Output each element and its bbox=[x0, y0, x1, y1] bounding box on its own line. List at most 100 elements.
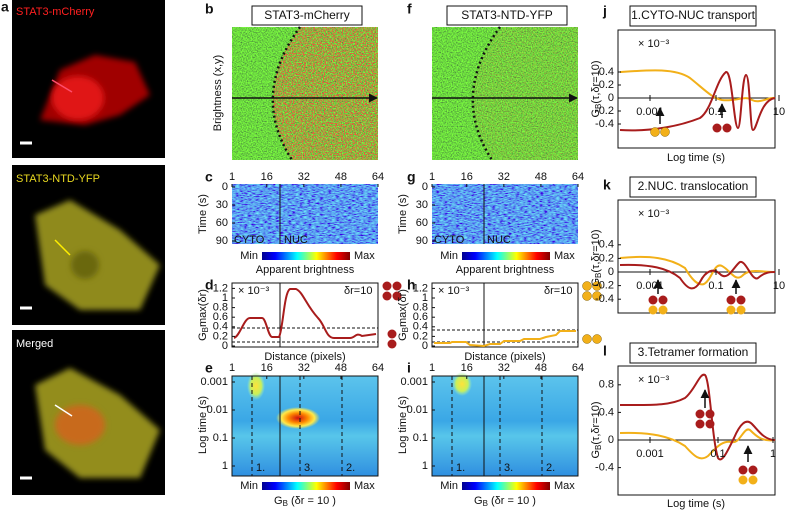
region-label: 1. bbox=[256, 462, 265, 474]
y-tick-label: 1.2 bbox=[413, 282, 428, 294]
y-tick-label: 30 bbox=[416, 199, 428, 211]
colorbar-label: GB (δr = 10 ) bbox=[274, 495, 336, 508]
label-part: max(δr) bbox=[397, 289, 409, 327]
x-tick-label: 64 bbox=[572, 362, 584, 374]
x-tick-label: 64 bbox=[572, 171, 584, 183]
plot-frame bbox=[231, 375, 379, 477]
shape bbox=[660, 127, 670, 137]
curve bbox=[619, 373, 776, 461]
region-label: 3. bbox=[504, 462, 513, 474]
boundary bbox=[471, 26, 502, 161]
panel-label: k bbox=[603, 177, 611, 193]
colorbar bbox=[262, 482, 350, 490]
x-tick-label: 32 bbox=[498, 362, 510, 374]
y-tick-label: 0 bbox=[422, 181, 428, 193]
shape bbox=[592, 291, 602, 301]
plot-frame bbox=[231, 282, 379, 348]
panel-title: 1.CYTO-NUC transport bbox=[631, 8, 755, 22]
y-tick-label: 0.001 bbox=[400, 376, 428, 388]
brightness-map-overlay bbox=[272, 27, 378, 160]
panel: e 1. 3. 2. Log time (s) Min Max GB (δr =… bbox=[197, 360, 379, 508]
tetramer-icon bbox=[582, 281, 602, 301]
y-tick-label: 90 bbox=[416, 235, 428, 247]
shape bbox=[748, 465, 758, 475]
x-tick-label: 48 bbox=[335, 362, 347, 374]
note: δr=10 bbox=[344, 285, 372, 297]
x-tick-label: 0.1 bbox=[710, 448, 725, 460]
note: δr=10 bbox=[544, 285, 572, 297]
x-tick-label: 16 bbox=[461, 171, 473, 183]
dimer-icon bbox=[650, 127, 670, 137]
x-tick-label: 10 bbox=[773, 106, 785, 118]
curve bbox=[619, 69, 776, 103]
y-tick-label: 0.2 bbox=[599, 79, 614, 91]
hotspot bbox=[276, 407, 320, 429]
label-part: (τ,δr=10) bbox=[590, 229, 602, 272]
scale-note: × 10⁻³ bbox=[638, 38, 670, 50]
y-tick-label: 0.6 bbox=[213, 311, 228, 323]
caption: STAT3-mCherry bbox=[16, 6, 95, 18]
nucleus bbox=[71, 251, 99, 279]
shape bbox=[387, 329, 397, 339]
shape bbox=[658, 295, 668, 305]
y-tick-label: 0.8 bbox=[599, 379, 614, 391]
x-tick-label: 48 bbox=[535, 362, 547, 374]
shape bbox=[705, 409, 715, 419]
shape bbox=[648, 295, 658, 305]
panel-label: j bbox=[602, 3, 607, 19]
shape bbox=[382, 291, 392, 301]
panel-label: l bbox=[603, 343, 607, 359]
arrow bbox=[51, 79, 73, 93]
kymograph bbox=[232, 184, 378, 244]
label-part: B bbox=[401, 327, 410, 332]
region-label: NUC bbox=[487, 234, 511, 246]
y-tick-label: 0 bbox=[608, 434, 614, 446]
y-tick-label: -0.4 bbox=[595, 118, 614, 130]
y-tick-label: 0 bbox=[222, 181, 228, 193]
region-label: CYTO bbox=[434, 234, 465, 246]
panel-label: b bbox=[205, 1, 214, 17]
caption: Merged bbox=[16, 338, 53, 350]
shape bbox=[736, 295, 746, 305]
dimer-icon bbox=[387, 329, 397, 349]
panel-title: STAT3-mCherry bbox=[264, 8, 350, 22]
title-box bbox=[251, 5, 363, 26]
label-part: B bbox=[201, 327, 210, 332]
x-tick-label: 0.1 bbox=[708, 106, 723, 118]
x-tick-label: 0.001 bbox=[636, 448, 664, 460]
x-axis-label: Log time (s) bbox=[667, 152, 725, 164]
x-tick-label: 48 bbox=[535, 171, 547, 183]
shape bbox=[726, 295, 736, 305]
x-tick-label: 64 bbox=[372, 362, 384, 374]
y-tick-label: 0.4 bbox=[413, 321, 428, 333]
scale-note: × 10⁻³ bbox=[638, 374, 670, 386]
y-tick-label: -0.2 bbox=[595, 105, 614, 117]
shape bbox=[592, 281, 602, 291]
panel: j 1.CYTO-NUC transport × 10⁻³ Log time (… bbox=[590, 3, 776, 164]
panel-label: g bbox=[407, 169, 416, 185]
label-part: (δr = 10 ) bbox=[488, 495, 536, 507]
y-tick-label: 30 bbox=[216, 199, 228, 211]
y-axis-label: GB(τ,δr=10) bbox=[590, 401, 603, 458]
y-tick-label: 0 bbox=[422, 340, 428, 352]
x-tick-label: 64 bbox=[372, 171, 384, 183]
shape bbox=[392, 281, 402, 291]
x-axis-label: Distance (pixels) bbox=[464, 351, 545, 363]
x-axis-label: Distance (pixels) bbox=[264, 351, 345, 363]
y-tick-label: 0.4 bbox=[599, 66, 614, 78]
caption: STAT3-NTD-YFP bbox=[16, 173, 100, 185]
label-part: G bbox=[590, 450, 602, 459]
label-part: B bbox=[483, 499, 488, 508]
shape bbox=[392, 291, 402, 301]
scale-note: × 10⁻³ bbox=[238, 285, 270, 297]
colorbar-min: Min bbox=[440, 250, 458, 262]
y-tick-label: 0.01 bbox=[207, 404, 228, 416]
colorbar-max: Max bbox=[354, 250, 375, 262]
label-part: G bbox=[274, 495, 283, 507]
label-part: G bbox=[590, 278, 602, 287]
title-box bbox=[629, 5, 757, 27]
y-tick-label: 0.4 bbox=[599, 406, 614, 418]
y-tick-label: 0.2 bbox=[599, 252, 614, 264]
